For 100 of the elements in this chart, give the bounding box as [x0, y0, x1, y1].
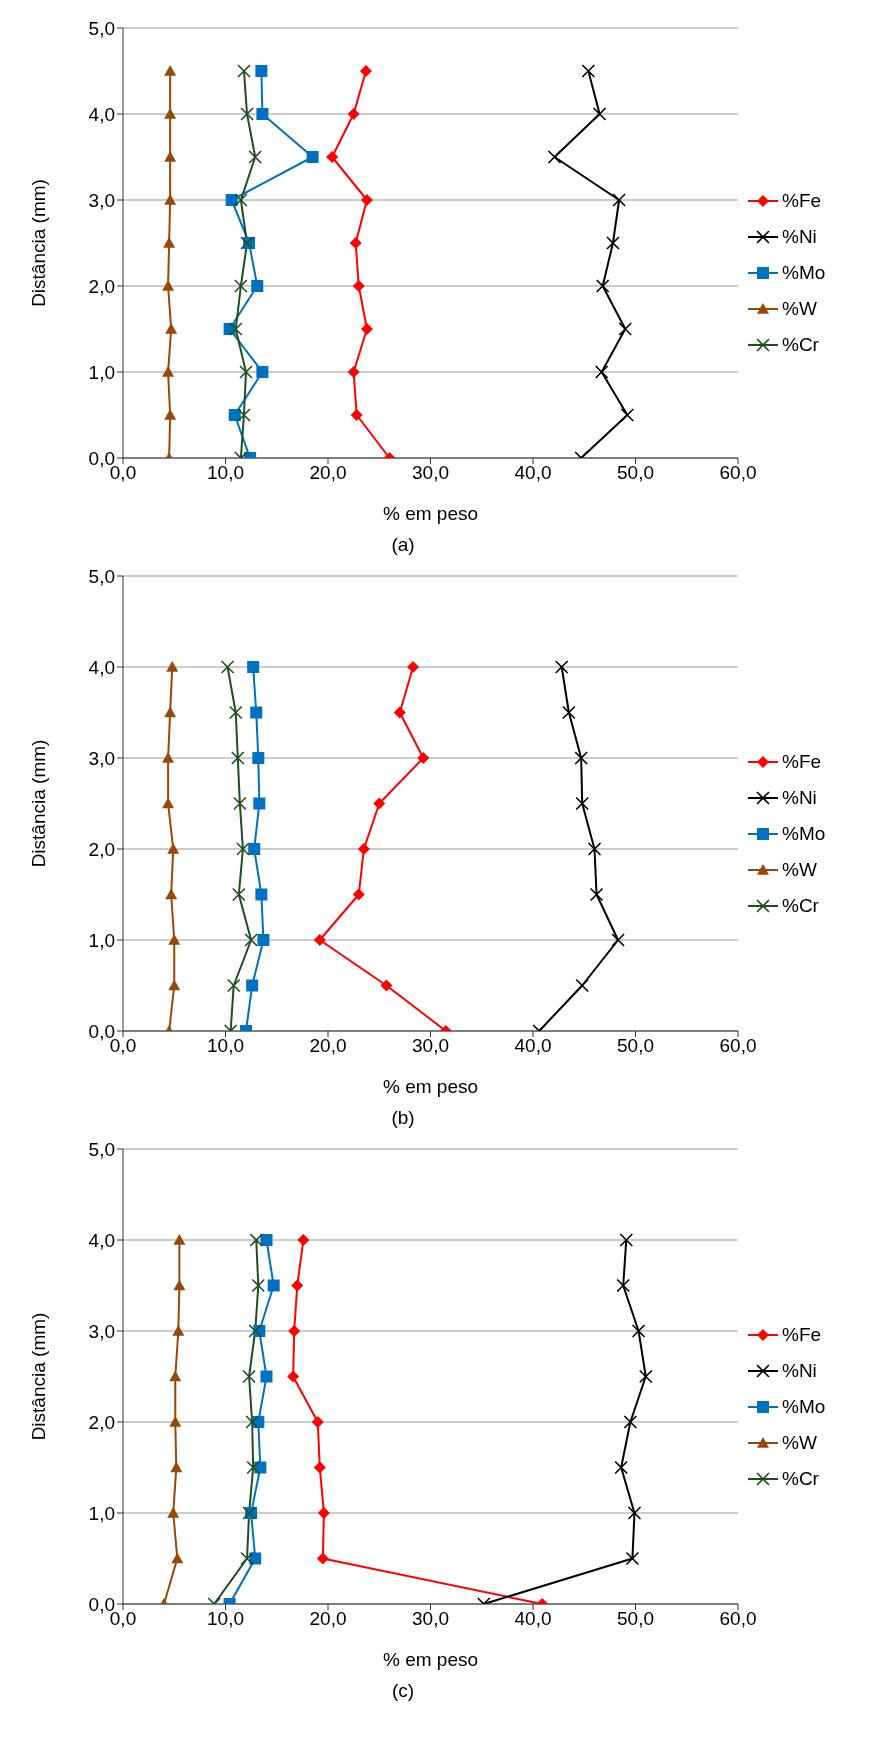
point: [228, 322, 243, 336]
legend-label: %Mo: [782, 262, 826, 284]
x-tick-label: 20,0: [309, 1608, 347, 1630]
point: [247, 661, 260, 673]
x-tick-label: 60,0: [719, 1035, 757, 1057]
text: (c): [390, 1680, 416, 1702]
y-tick-label: 2,0: [88, 275, 115, 297]
point: [165, 888, 178, 900]
point: [360, 194, 373, 206]
point: [255, 888, 268, 901]
legend-label: %Ni: [782, 1359, 817, 1382]
point: [267, 1279, 280, 1292]
point: [248, 843, 261, 855]
y-tick-label: 2,0: [88, 838, 115, 860]
point: [260, 1370, 273, 1383]
point: [287, 1370, 300, 1383]
legend-label: %Mo: [782, 822, 826, 845]
legend-label: %Ni: [782, 226, 817, 248]
x-tick-label: 20,0: [309, 1035, 347, 1057]
text: (a): [390, 534, 416, 556]
point: [162, 752, 175, 763]
point: [350, 409, 363, 421]
x-tick-label: 10,0: [207, 1608, 244, 1630]
point: [417, 752, 430, 764]
point: [606, 236, 620, 250]
point: [594, 365, 609, 379]
point: [167, 1507, 180, 1518]
y-tick-label: 5,0: [88, 17, 115, 39]
point: [163, 237, 176, 248]
point: [260, 1234, 273, 1246]
x-tick-label: 10,0: [207, 462, 244, 484]
point: [627, 1506, 642, 1520]
point: [162, 797, 175, 809]
point: [236, 842, 250, 856]
legend-label: %Cr: [782, 894, 819, 917]
legend-label: %Mo: [782, 1395, 826, 1418]
x-tick-label: 30,0: [412, 1608, 449, 1630]
y-tick-label: 4,0: [88, 656, 115, 678]
point: [173, 1234, 186, 1245]
point: [166, 661, 179, 672]
point: [240, 107, 254, 121]
point: [170, 1461, 183, 1473]
point: [220, 660, 235, 674]
point: [246, 1460, 260, 1475]
point: [589, 887, 604, 902]
point: [248, 150, 263, 164]
point: [248, 1324, 263, 1338]
point: [240, 1551, 254, 1566]
point: [252, 752, 265, 764]
x-axis-title: % em peso: [382, 503, 479, 524]
point: [167, 843, 180, 854]
point: [316, 1552, 329, 1565]
point: [611, 933, 625, 947]
legend-label: %Cr: [782, 334, 819, 356]
point: [631, 1324, 646, 1338]
point: [168, 934, 181, 945]
x-tick-label: 50,0: [617, 1608, 654, 1630]
point: [251, 1278, 266, 1293]
point: [231, 751, 245, 765]
point: [165, 323, 178, 334]
point: [162, 280, 175, 291]
point: [173, 1279, 186, 1291]
point: [253, 797, 266, 810]
point: [373, 797, 386, 810]
point: [575, 796, 589, 811]
point: [255, 65, 268, 77]
y-tick-label: 3,0: [88, 1320, 115, 1342]
legend-label: %Ni: [782, 786, 817, 809]
point: [234, 193, 248, 207]
legend-label: %Fe: [782, 190, 822, 212]
point: [242, 1369, 256, 1384]
y-tick-label: 2,0: [88, 1411, 115, 1433]
point: [352, 888, 365, 901]
point: [297, 1234, 310, 1246]
x-tick-label: 40,0: [514, 1035, 552, 1057]
point: [233, 796, 247, 811]
point: [256, 366, 269, 378]
point: [164, 151, 177, 162]
point: [244, 933, 258, 947]
y-tick-label: 1,0: [88, 929, 115, 951]
point: [581, 64, 596, 78]
point: [237, 408, 251, 422]
point: [562, 705, 576, 720]
legend-label: %Fe: [782, 750, 822, 773]
x-tick-label: 30,0: [412, 462, 449, 484]
point: [592, 107, 607, 121]
point: [232, 887, 246, 902]
point: [256, 108, 269, 120]
x-tick-label: 60,0: [719, 462, 757, 484]
point: [619, 1233, 634, 1247]
point: [393, 706, 406, 719]
point: [164, 409, 177, 420]
point: [638, 1369, 653, 1384]
x-tick-label: 50,0: [617, 1035, 654, 1057]
y-tick-label: 5,0: [88, 1138, 115, 1160]
point: [357, 843, 370, 855]
point: [172, 1325, 185, 1336]
legend-label: %Cr: [782, 1467, 819, 1490]
point: [291, 1279, 304, 1292]
point: [237, 64, 251, 78]
